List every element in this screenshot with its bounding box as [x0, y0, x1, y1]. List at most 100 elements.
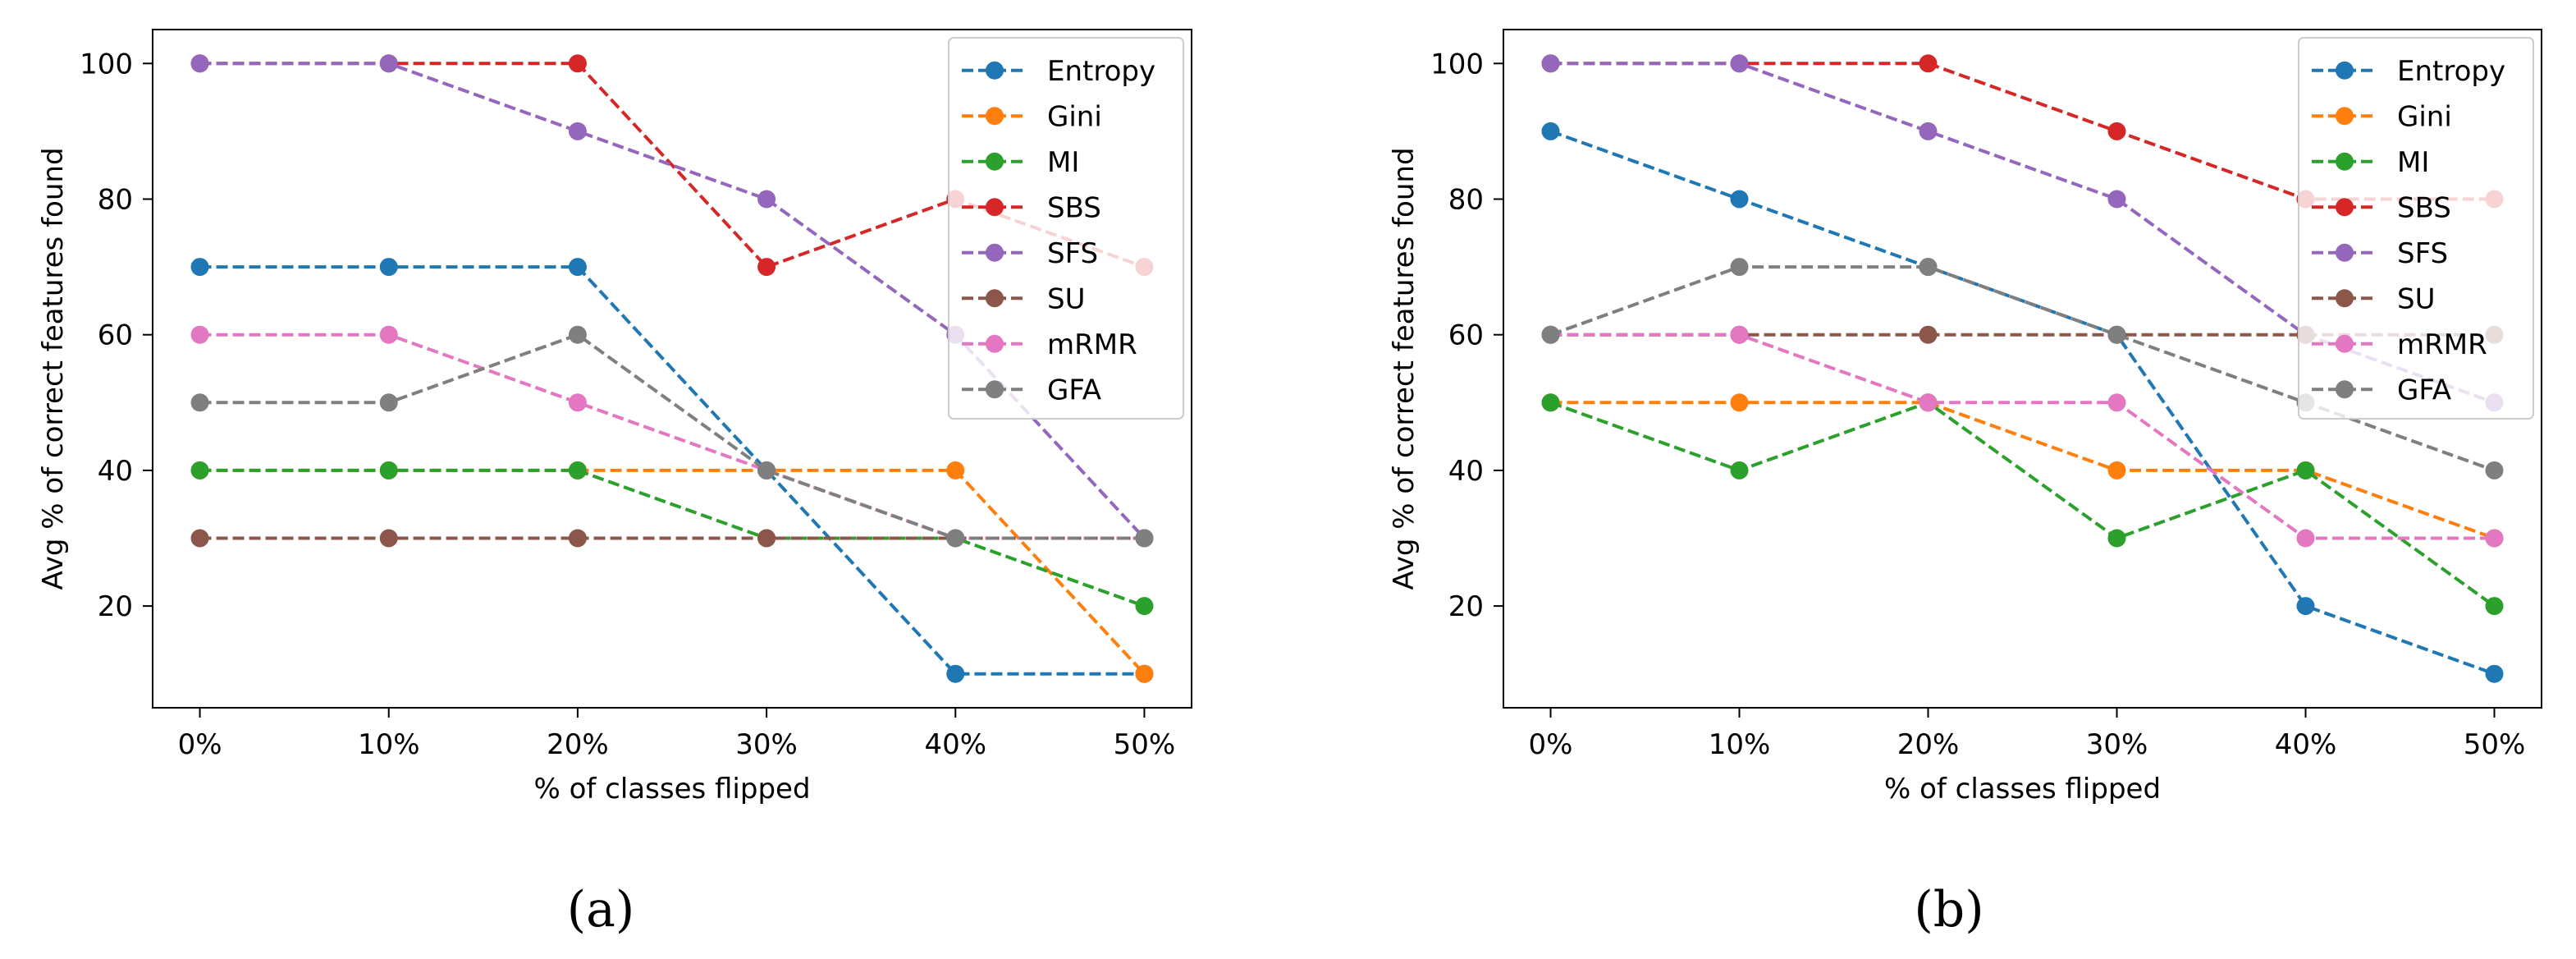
legend-swatch-marker [986, 289, 1004, 308]
data-point-mrmr [379, 325, 398, 344]
y-axis-label: Avg % of correct features found [37, 147, 70, 590]
series-line-mrmr [1550, 333, 2495, 540]
data-point-mi [2107, 529, 2126, 548]
legend-label: SBS [2397, 191, 2451, 224]
data-point-sfs [568, 122, 587, 140]
legend-label: MI [2397, 146, 2429, 179]
legend-swatch-marker [986, 107, 1004, 126]
data-point-su [568, 529, 587, 548]
data-point-sfs [1730, 54, 1749, 73]
series-line-mi [1549, 401, 2496, 608]
data-point-gfa [379, 393, 398, 412]
data-point-mi [190, 461, 209, 480]
y-tick-label: 60 [1448, 319, 1484, 352]
y-tick-label: 80 [98, 184, 133, 217]
legend-swatch-marker [2336, 289, 2354, 308]
series-line-gini [199, 468, 1146, 676]
data-point-gini [1730, 393, 1749, 412]
x-tick-label: 40% [924, 728, 986, 761]
data-point-su [379, 529, 398, 548]
data-point-gfa [2107, 325, 2126, 344]
legend-label: mRMR [1047, 328, 1137, 361]
data-point-mi [379, 461, 398, 480]
data-point-gfa [757, 461, 776, 480]
legend-swatch-marker [2336, 107, 2354, 126]
data-point-mrmr [2107, 393, 2126, 412]
legend-box [2298, 37, 2534, 420]
x-tick-label: 20% [547, 728, 609, 761]
legend-swatch-marker [2336, 380, 2354, 399]
legend-label: Gini [1047, 100, 1102, 133]
data-point-entropy [2485, 664, 2504, 683]
data-point-sfs [757, 190, 776, 209]
legend-label: Gini [2397, 100, 2452, 133]
series-line-sfs [199, 62, 1146, 539]
data-point-gfa [1541, 325, 1560, 344]
legend-swatch-marker [986, 152, 1004, 171]
legend-swatch-marker [986, 334, 1004, 353]
data-point-sbs [1919, 54, 1938, 73]
data-point-sbs [2107, 122, 2126, 140]
y-tick-label: 40 [98, 455, 133, 488]
y-tick-label: 40 [1448, 455, 1484, 488]
y-tick-label: 60 [98, 319, 133, 352]
data-point-entropy [190, 258, 209, 277]
legend-label: SU [2397, 282, 2435, 315]
data-point-entropy [379, 258, 398, 277]
plot-frame [152, 29, 1192, 709]
data-point-sfs [2107, 190, 2126, 209]
data-point-gfa [2485, 461, 2504, 480]
legend-label: SFS [2397, 237, 2448, 270]
y-tick-label: 100 [80, 48, 133, 80]
legend-label: Entropy [2397, 55, 2505, 88]
data-point-mrmr [568, 393, 587, 412]
y-tick-label: 80 [1448, 184, 1484, 217]
data-point-entropy [1541, 122, 1560, 140]
data-point-gfa [568, 325, 587, 344]
subfigure-caption: (b) [1914, 881, 1983, 938]
data-point-gini [946, 461, 965, 480]
legend-label: Entropy [1047, 55, 1155, 88]
legend-swatch-marker [2336, 198, 2354, 217]
series-line-gfa [199, 333, 1145, 540]
legend-swatch-marker [986, 243, 1004, 262]
data-point-mi [1135, 597, 1154, 616]
data-point-gfa [1919, 258, 1938, 277]
legend-label: mRMR [2397, 328, 2487, 361]
data-point-su [1919, 325, 1938, 344]
legend-swatch-marker [2336, 61, 2354, 80]
series-line-entropy [199, 265, 1145, 676]
chart-panel-a: 0% 10% 20% 30% 40% 50% 20 40 60 80 100 % of classes… [37, 29, 1192, 938]
x-tick-label: 50% [1114, 728, 1176, 761]
legend-box [948, 37, 1184, 420]
data-point-gini [1135, 664, 1154, 683]
legend-label: SU [1047, 282, 1085, 315]
legend-swatch-marker [2336, 152, 2354, 171]
series-line-mi [199, 468, 1146, 608]
data-point-gfa [1730, 258, 1749, 277]
legend-swatch-marker [2336, 243, 2354, 262]
x-axis-label: % of classes flipped [1884, 773, 2161, 805]
legend-label: GFA [2397, 374, 2451, 406]
legend-label: GFA [1047, 374, 1101, 406]
data-point-mi [2296, 461, 2315, 480]
legend-label: SFS [1047, 237, 1098, 270]
legend-label: MI [1047, 146, 1079, 179]
data-point-mrmr [2296, 529, 2315, 548]
legend-swatch-marker [986, 198, 1004, 217]
x-tick-label: 10% [358, 728, 420, 761]
x-tick-label: 30% [2086, 728, 2148, 761]
data-point-entropy [1730, 190, 1749, 209]
series-line-entropy [1549, 130, 2496, 676]
data-point-su [190, 529, 209, 548]
data-point-mi [1541, 393, 1560, 412]
data-point-entropy [946, 664, 965, 683]
data-point-sfs [379, 54, 398, 73]
plot-frame [1503, 29, 2542, 709]
subfigure-caption: (a) [567, 881, 635, 938]
data-point-gfa [946, 529, 965, 548]
x-tick-label: 0% [178, 728, 222, 761]
legend-swatch-marker [2336, 334, 2354, 353]
data-point-mi [1730, 461, 1749, 480]
